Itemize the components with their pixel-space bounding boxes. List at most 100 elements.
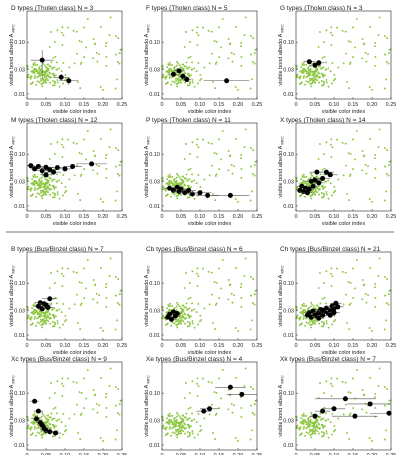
background-point — [239, 157, 242, 160]
y-tick-label: 0.10 — [283, 281, 294, 287]
background-point — [49, 317, 51, 320]
background-point — [109, 367, 112, 370]
background-point — [301, 312, 304, 315]
background-points — [295, 367, 392, 442]
x-tick-label: 0.20 — [233, 343, 244, 349]
panel-title: Cb types (Bus/Binzel class) N = 6 — [146, 246, 243, 253]
class-point — [386, 410, 392, 416]
background-point — [298, 324, 301, 326]
background-point — [96, 172, 99, 175]
background-point — [373, 157, 376, 160]
background-point — [67, 377, 69, 380]
background-point — [98, 165, 101, 168]
x-tick-label: 0 — [160, 453, 163, 455]
background-point — [214, 87, 217, 90]
background-point — [30, 70, 33, 73]
background-point — [243, 385, 246, 388]
background-point — [75, 142, 78, 145]
panel-title: Ch types (Bus/Binzel class) N = 21 — [280, 246, 381, 253]
background-point — [42, 62, 45, 65]
background-point — [33, 317, 36, 320]
background-point — [37, 179, 40, 182]
class-point — [342, 396, 348, 402]
background-point — [176, 436, 179, 439]
class-point — [167, 185, 173, 191]
background-point — [61, 395, 64, 397]
background-point — [322, 392, 325, 395]
background-point — [42, 189, 45, 192]
background-point — [374, 176, 377, 179]
background-point — [373, 286, 376, 289]
background-point — [175, 421, 178, 424]
panel-title: B types (Bus/Binzel class) N = 7 — [11, 246, 104, 253]
y-tick-label: 0.10 — [149, 40, 160, 46]
background-point — [349, 281, 352, 284]
background-point — [53, 426, 56, 429]
background-point — [325, 380, 328, 383]
background-point — [199, 79, 201, 82]
background-point — [243, 146, 246, 149]
background-point — [170, 324, 172, 327]
background-point — [26, 186, 29, 189]
background-point — [307, 432, 310, 435]
background-point — [323, 431, 325, 434]
x-tick-label: 0 — [160, 343, 163, 349]
background-point — [233, 165, 235, 168]
background-point — [304, 195, 306, 198]
x-tick-label: 0.20 — [233, 453, 244, 455]
panel-title: P types (Tholen class) N = 11 — [146, 117, 231, 124]
background-point — [362, 155, 365, 158]
background-point — [361, 389, 364, 391]
background-point — [43, 64, 46, 67]
class-point — [323, 169, 329, 175]
background-point — [197, 323, 199, 326]
background-point — [44, 417, 47, 420]
background-point — [184, 306, 187, 309]
background-point — [79, 414, 82, 416]
background-point — [313, 307, 316, 310]
background-point — [105, 296, 108, 299]
background-point — [178, 73, 181, 76]
background-point — [316, 304, 319, 307]
x-tick-label: 0.05 — [310, 102, 321, 108]
background-point — [303, 426, 305, 428]
y-tick-label: 0.03 — [283, 308, 294, 314]
background-point — [243, 34, 246, 37]
background-point — [347, 40, 350, 43]
background-point — [322, 417, 325, 420]
y-axis-label-subscript: MFC — [281, 265, 285, 273]
background-point — [220, 287, 222, 290]
background-point — [346, 321, 348, 324]
background-point — [54, 80, 56, 83]
background-point — [176, 433, 179, 436]
background-point — [303, 305, 306, 307]
background-point — [253, 174, 256, 177]
background-point — [79, 438, 82, 441]
background-point — [45, 318, 48, 321]
background-point — [58, 418, 61, 421]
background-point — [188, 75, 191, 78]
background-point — [253, 52, 256, 55]
background-point — [178, 424, 181, 427]
background-point — [301, 304, 304, 306]
background-point — [316, 425, 319, 428]
background-point — [369, 266, 371, 269]
class-points — [302, 300, 344, 321]
x-tick-label: 0.15 — [348, 214, 359, 220]
background-point — [312, 427, 315, 430]
background-point — [33, 188, 36, 191]
background-point — [33, 76, 36, 79]
background-point — [300, 322, 303, 325]
background-point — [62, 385, 65, 388]
background-point — [180, 422, 182, 425]
background-point — [99, 85, 102, 88]
x-axis-label: visible color index — [188, 221, 232, 227]
background-point — [348, 328, 351, 331]
background-point — [41, 85, 44, 88]
background-point — [68, 307, 71, 310]
y-tick-label: 0.03 — [149, 418, 160, 424]
class-point — [299, 183, 305, 189]
x-tick-label: 0 — [25, 214, 28, 220]
background-point — [56, 320, 59, 322]
background-point — [346, 431, 348, 434]
